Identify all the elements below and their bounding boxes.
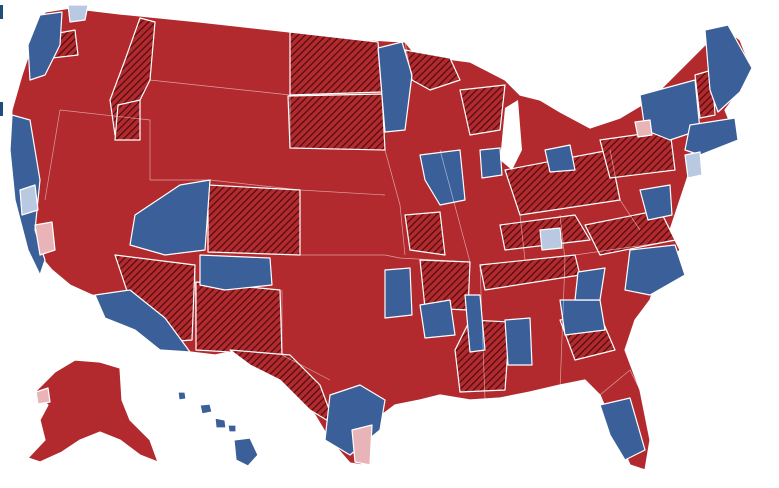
lean-blue-washington-north	[67, 4, 89, 23]
blue-zone-new-mexico-north	[199, 254, 273, 291]
blue-zone-florida-south	[599, 397, 646, 461]
blue-zone-north-carolina-east	[624, 244, 686, 296]
lean-red-california-central	[34, 221, 56, 256]
blue-zone-maine	[704, 24, 753, 113]
blue-zone-arkansas-west	[384, 267, 413, 319]
blue-zone-maryland	[639, 184, 673, 221]
left-edge-marker	[0, 5, 3, 19]
blue-zone-louisiana	[419, 299, 456, 339]
flip-zone-colorado	[207, 184, 301, 256]
left-edge-marker	[0, 102, 3, 116]
blue-zone-washington-coast	[27, 11, 63, 81]
blue-zone-southern-california	[94, 289, 191, 353]
blue-zone-mississippi-delta	[464, 294, 486, 353]
flip-zone-wisconsin	[459, 84, 506, 136]
blue-zone-minnesota	[377, 41, 413, 133]
blue-zone-tennessee-memphis	[574, 267, 606, 301]
lean-blue-new-jersey	[684, 151, 703, 179]
blue-zone-alabama	[504, 317, 533, 366]
lean-red-massachusetts-west	[634, 119, 653, 138]
blue-zone-georgia-atlanta	[559, 299, 606, 336]
blue-zone-chicago	[479, 147, 503, 179]
alaska	[27, 359, 159, 463]
blue-zone-michigan-detroit	[544, 144, 576, 173]
flip-zone-west-texas	[229, 349, 336, 426]
blue-zone-massachusetts-ct	[684, 117, 739, 156]
lake-michigan	[500, 100, 522, 170]
blue-zone-utah-central	[129, 179, 211, 256]
alaska-lean-red	[35, 387, 51, 405]
flip-zone-montana-west	[114, 99, 141, 141]
flip-zone-south-dakota	[287, 93, 386, 151]
flip-zone-new-mexico	[195, 281, 283, 356]
hawaii	[177, 391, 259, 467]
state-borders	[44, 41, 681, 401]
flip-zone-missouri-south	[404, 211, 446, 256]
lean-red-texas-south	[351, 424, 373, 466]
flip-zone-north-dakota	[289, 31, 383, 96]
lean-blue-kentucky-louisville	[539, 227, 563, 251]
lean-blue-california-north	[19, 184, 39, 216]
blue-zone-iowa-illinois	[419, 149, 466, 206]
